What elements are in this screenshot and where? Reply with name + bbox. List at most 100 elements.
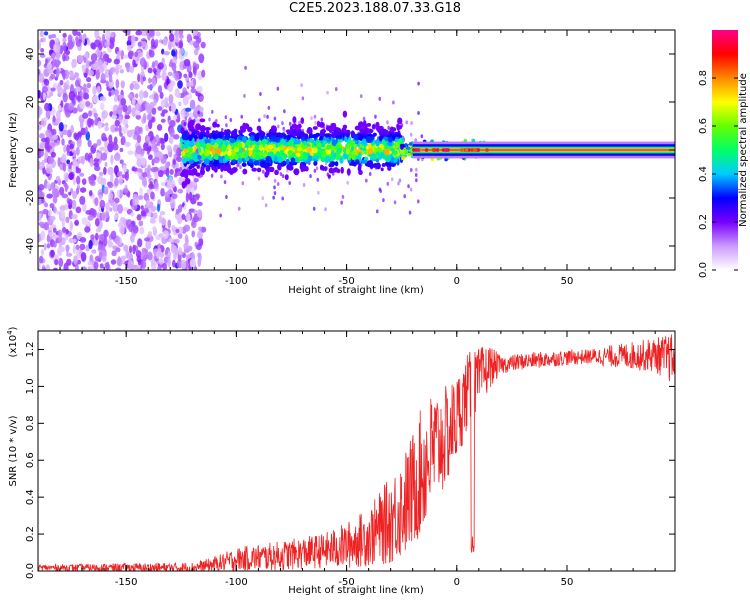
spectrogram-cell [39, 30, 45, 38]
spectrogram-cell [351, 161, 357, 166]
spectrogram-cell [134, 51, 139, 58]
spectrogram-cell [424, 148, 429, 152]
spectrogram-cell [203, 150, 210, 157]
spectrogram-cell [121, 126, 128, 134]
spectrogram-cell [63, 144, 67, 153]
spectrogram-cell [72, 244, 76, 255]
spectrogram-cell [98, 171, 104, 176]
spectrogram-cell [294, 124, 300, 132]
spectrogram-cell [171, 49, 176, 57]
spectrogram-cell [142, 112, 147, 123]
spectrogram-cell [198, 134, 204, 140]
spectrogram-cell [79, 243, 86, 251]
spectrogram-cell [105, 80, 109, 87]
spectrogram-cell [88, 239, 93, 250]
spectrogram-cell [90, 234, 95, 240]
spectrogram-cell [401, 155, 405, 160]
spectrogram-cell [219, 213, 222, 218]
snr-y-tick-label: 0.8 [25, 415, 36, 431]
spectrogram-cell [138, 220, 144, 227]
spectrogram-cell [390, 177, 394, 182]
spectrogram-cell [136, 214, 142, 221]
spectrogram-cell [362, 147, 367, 152]
spectrogram-cell [50, 87, 56, 92]
spectrogram-cell [186, 33, 192, 42]
spectrogram-cell [176, 92, 181, 99]
spectrogram-cell [156, 203, 161, 212]
spectrogram-cell [335, 143, 340, 150]
spectrogram-cell [145, 199, 150, 207]
spectrogram-cell [75, 40, 82, 47]
spectrogram-cell [63, 262, 69, 270]
spectrogram-cell [174, 88, 180, 93]
spectrogram-cell [87, 39, 91, 46]
spectrogram-cell [276, 86, 280, 91]
spectrogram-cell [62, 37, 67, 43]
spectrogram-cell [79, 236, 87, 243]
spectrogram-cell [302, 156, 309, 161]
spectrogram-cell [217, 132, 223, 139]
spectrogram-cell [312, 126, 318, 130]
spectrogram-cell [312, 206, 316, 211]
spectrogram-cell [108, 91, 112, 97]
spectrogram-x-tick-label: -100 [225, 276, 248, 287]
spectrogram-cell [220, 174, 223, 179]
spectrogram-cell [359, 94, 363, 99]
spectrogram-cell [169, 127, 175, 137]
spectrogram-cell [45, 109, 51, 119]
spectrogram-cell [108, 134, 113, 143]
spectrogram-cell [209, 138, 216, 146]
spectrogram-cell [137, 195, 144, 200]
spectrogram-cell [77, 54, 84, 64]
spectrogram-cell [273, 191, 277, 196]
spectrogram-cell [172, 134, 180, 140]
spectrogram-cell [104, 210, 110, 219]
spectrogram-cell [175, 248, 179, 256]
spectrogram-cell [281, 160, 287, 167]
spectrogram-cell [38, 184, 45, 191]
spectrogram-cell [69, 143, 74, 150]
spectrogram-cell [320, 150, 327, 158]
spectrogram-cell [265, 155, 272, 163]
spectrogram-cell [68, 102, 75, 111]
spectrogram-cell [292, 116, 297, 124]
spectrogram-cell [187, 152, 191, 158]
spectrogram-cell [40, 47, 45, 53]
spectrogram-cell [149, 101, 155, 109]
spectrogram-cell [218, 158, 224, 164]
spectrogram-cell [93, 162, 100, 168]
spectrogram-cell [184, 116, 188, 121]
spectrogram-cell [120, 97, 127, 106]
spectrogram-cell [146, 84, 154, 90]
spectrogram-cell [137, 238, 143, 248]
spectrogram-cell [408, 142, 413, 146]
spectrogram-cell [441, 148, 446, 152]
spectrogram-y-tick-label: 20 [25, 96, 36, 109]
spectrogram-cell [79, 100, 86, 110]
spectrogram-cell [93, 261, 99, 270]
spectrogram-cell [210, 173, 214, 178]
spectrogram-cell [212, 132, 217, 140]
spectrogram-cell [68, 172, 74, 181]
spectrogram-cell [98, 234, 105, 241]
spectrogram-cell [40, 197, 45, 204]
spectrogram-cell [97, 175, 104, 185]
spectrogram-cell [122, 164, 127, 173]
spectrogram-cell [374, 114, 377, 119]
spectrogram-cell [183, 73, 188, 79]
spectrogram-cell [398, 178, 402, 183]
spectrogram-cell [38, 160, 41, 170]
spectrogram-cell [293, 168, 300, 175]
spectrogram-cell [145, 30, 150, 37]
spectrogram-cell [104, 139, 108, 149]
spectrogram-cell [114, 119, 120, 127]
snr-x-tick-label: 0 [454, 577, 460, 588]
spectrogram-cell [122, 188, 129, 194]
spectrogram-cell [203, 158, 210, 165]
spectrogram-cell [114, 197, 120, 204]
spectrogram-cell [407, 184, 410, 189]
spectrogram-cell [62, 53, 66, 62]
spectrogram-cell [381, 139, 386, 145]
spectrogram-cell [49, 91, 54, 97]
spectrogram-cell [50, 151, 56, 158]
